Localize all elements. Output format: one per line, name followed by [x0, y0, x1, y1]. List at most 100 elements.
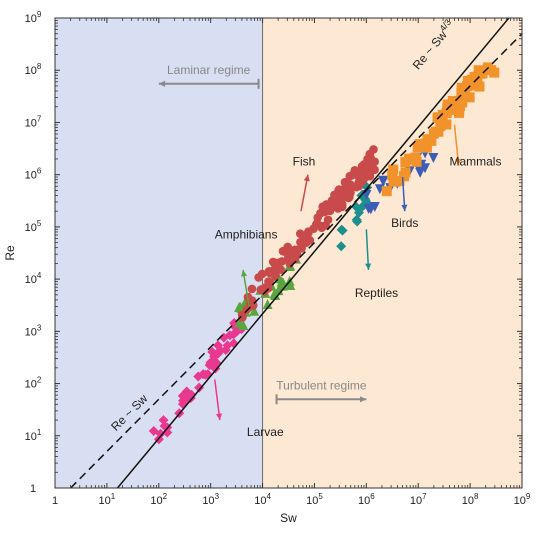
annotation-arrow-birds-head [401, 204, 408, 212]
annotation-label-birds: Birds [391, 216, 418, 230]
annotation-arrow-larvae-head [216, 413, 223, 421]
regime-arrows: Laminar regime Turbulent regime [158, 63, 367, 405]
y-tick-label: 106 [25, 167, 42, 182]
x-tick-exponent: 7 [422, 492, 427, 501]
y-tick-label: 102 [25, 376, 42, 391]
series-mammals [381, 62, 500, 197]
point-mammals [435, 121, 446, 132]
annotation-arrow-mammals [453, 124, 461, 166]
fit-line-re-sw [70, 33, 522, 488]
y-tick-exponent: 3 [37, 323, 42, 332]
point-fish [247, 284, 257, 294]
y-tick-label: 104 [25, 271, 42, 286]
point-larvae [155, 428, 166, 439]
point-mammals [403, 153, 414, 164]
arrow-laminar-regime [158, 80, 259, 87]
point-reptiles [353, 207, 364, 218]
point-larvae [193, 371, 204, 382]
annotation-amphibians: Amphibians [215, 227, 278, 307]
point-fish [345, 192, 354, 202]
y-tick-exponent: 6 [37, 167, 42, 176]
point-reptiles [336, 224, 347, 235]
point-fish [353, 167, 362, 177]
arrow-turbulent-regime [276, 396, 367, 403]
annotation-arrow-reptiles [365, 229, 372, 270]
point-mammals [472, 71, 483, 82]
point-mammals [462, 81, 473, 92]
x-axis-label: Sw [280, 511, 297, 525]
x-tick-exponent: 5 [318, 492, 323, 501]
point-mammals [457, 97, 468, 108]
y-tick-label: 1 [30, 483, 36, 495]
annotation-birds: Birds [391, 177, 418, 230]
point-larvae [207, 346, 218, 357]
x-tick-label: 104 [254, 492, 271, 507]
x-tick-exponent: 9 [526, 492, 531, 501]
point-larvae [213, 340, 224, 351]
x-tick-label: 109 [514, 492, 531, 507]
point-amphibians [277, 277, 288, 288]
point-fish [345, 171, 355, 181]
point-reptiles [336, 241, 347, 252]
point-fish [363, 154, 372, 164]
point-larvae [218, 332, 229, 343]
point-mammals [474, 81, 485, 92]
point-amphibians [238, 320, 249, 331]
point-fish [290, 254, 300, 264]
point-mammals [459, 89, 470, 100]
annotation-fish: Fish [293, 154, 315, 212]
series-larvae [148, 317, 247, 445]
region-turbulent-regime [262, 18, 522, 488]
point-fish [271, 271, 280, 281]
fit-line-re-sw-4-3 [116, 18, 510, 488]
point-larvae [194, 382, 205, 393]
point-fish [254, 273, 263, 282]
y-tick-exponent: 2 [37, 376, 42, 385]
annotation-arrow-larvae [214, 379, 223, 421]
point-birds [378, 175, 389, 186]
arrow-laminar-regime-head [158, 80, 166, 87]
y-tick-exponent: 8 [37, 62, 42, 71]
annotation-mammals: Mammals [449, 124, 501, 168]
x-tick-label: 102 [150, 492, 167, 507]
point-mammals [430, 126, 441, 137]
annotation-reptiles: Reptiles [355, 229, 398, 300]
x-tick-label: 1 [52, 495, 58, 507]
point-larvae [211, 357, 222, 368]
annotation-larvae: Larvae [214, 379, 284, 439]
annotation-arrow-larvae-shaft [214, 379, 221, 421]
annotation-arrow-mammals-shaft [453, 124, 460, 166]
point-fish [333, 204, 343, 213]
point-mammals [388, 176, 399, 187]
x-tick-exponent: 2 [163, 492, 168, 501]
x-tick-exponent: 8 [474, 492, 479, 501]
point-amphibians [285, 279, 296, 290]
x-tick-label: 107 [410, 492, 427, 507]
annotation-arrow-birds [401, 177, 408, 212]
annotation-label-reptiles: Reptiles [355, 286, 398, 300]
arrow-turbulent-regime-head [360, 396, 367, 403]
y-tick-label: 105 [25, 219, 42, 234]
y-tick-exponent: 1 [37, 428, 42, 437]
y-tick-exponent: 9 [37, 10, 42, 19]
y-tick-label: 109 [25, 10, 42, 25]
series-fish [237, 145, 379, 322]
point-mammals [387, 170, 398, 181]
x-tick-exponent: 1 [111, 492, 116, 501]
x-tick-label: 105 [306, 492, 323, 507]
y-tick-label: 101 [25, 428, 42, 443]
point-mammals [411, 156, 422, 167]
annotation-arrow-amphibians [241, 269, 250, 307]
annotation-label-amphibians: Amphibians [215, 227, 278, 241]
annotation-arrow-reptiles-shaft [365, 229, 370, 270]
fit-lines [70, 18, 522, 488]
point-fish [281, 248, 291, 257]
x-tick-label: 101 [99, 492, 116, 507]
data-points [148, 62, 500, 445]
point-mammals [388, 164, 399, 175]
annotation-arrow-amphibians-head [241, 269, 248, 277]
y-tick-label: 108 [25, 62, 42, 77]
point-fish [300, 231, 309, 241]
label-laminar-regime: Laminar regime [167, 63, 251, 77]
